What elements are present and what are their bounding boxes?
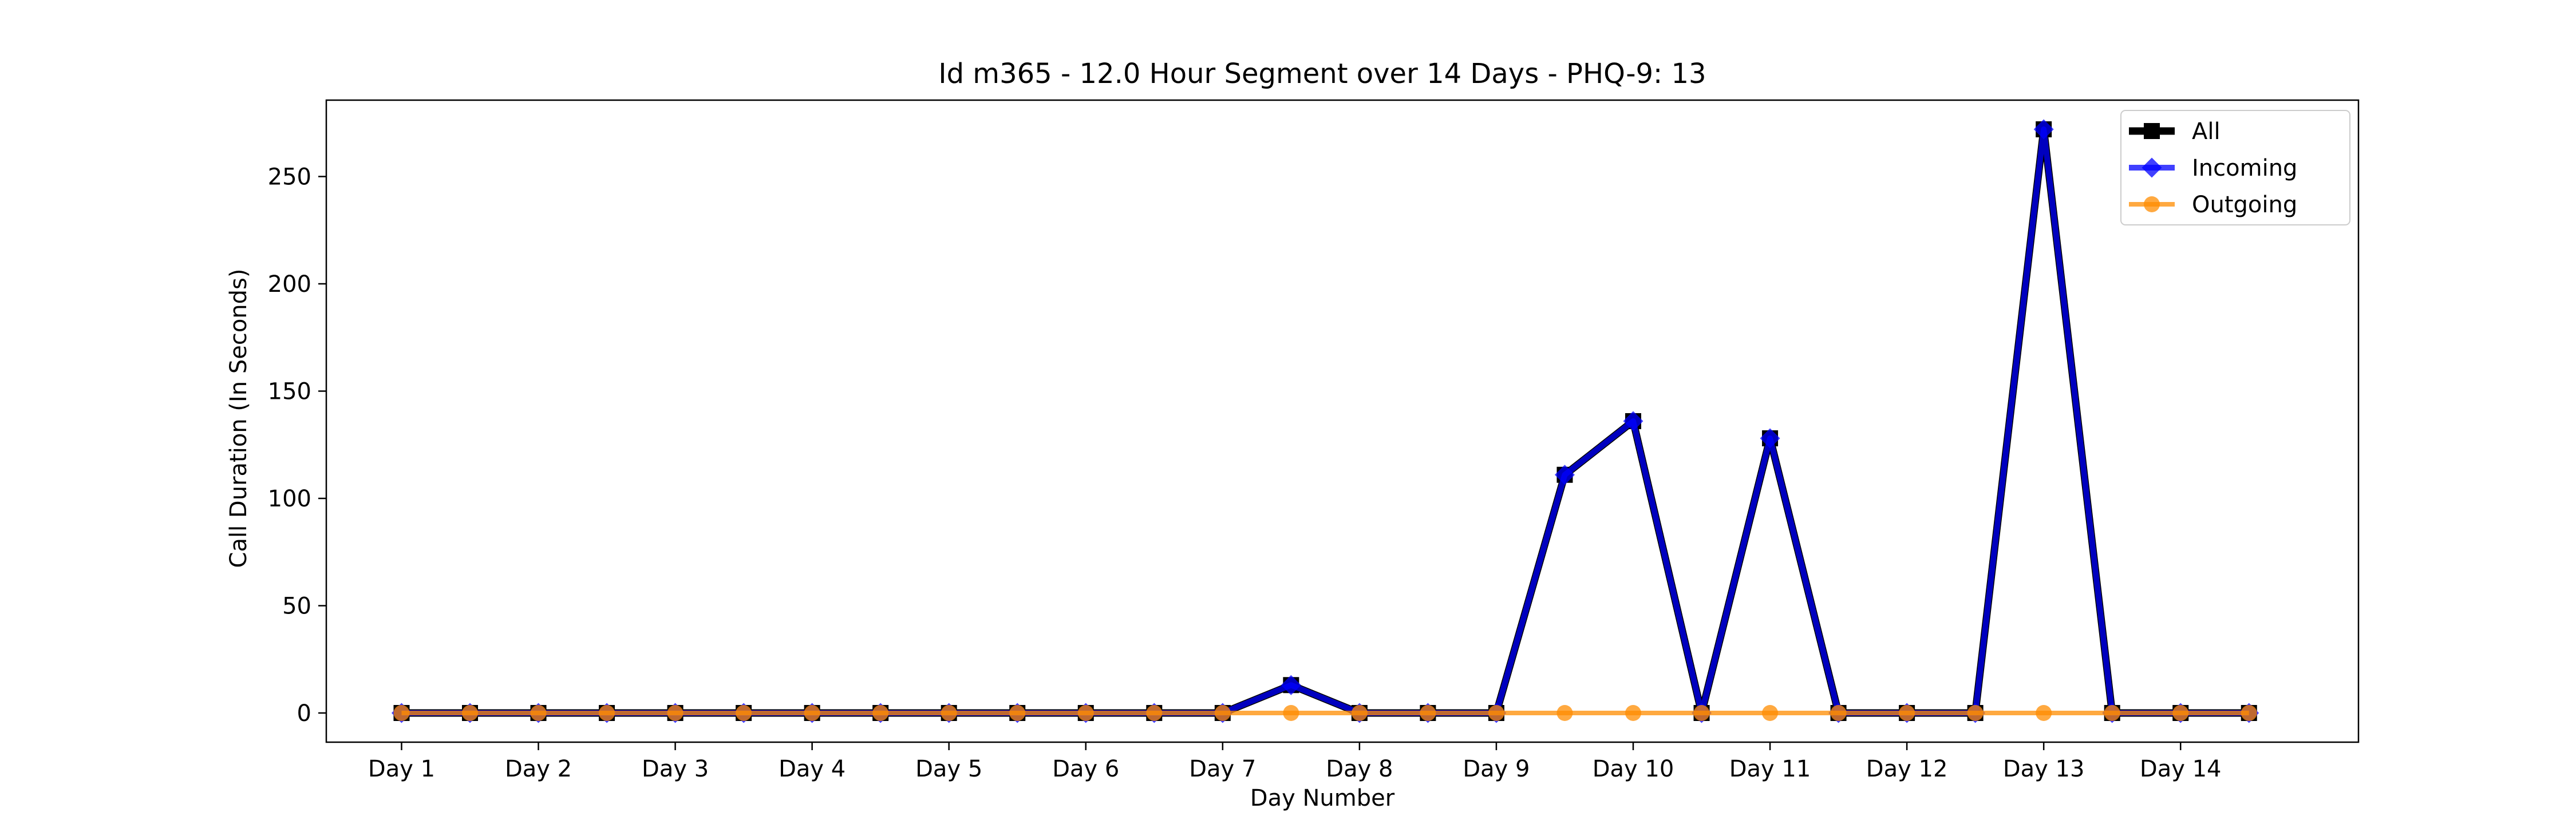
x-tick-label: Day 8 xyxy=(1326,756,1393,782)
legend-item: Incoming xyxy=(2129,155,2297,181)
data-point xyxy=(1351,705,1368,721)
x-tick-label: Day 12 xyxy=(1866,756,1948,782)
x-tick-label: Day 5 xyxy=(915,756,982,782)
data-point xyxy=(941,705,957,721)
data-point xyxy=(1693,705,1710,721)
plot-frame xyxy=(325,99,2360,743)
legend-box xyxy=(2120,110,2350,225)
data-point xyxy=(1420,705,1436,721)
legend-marker xyxy=(2144,196,2160,212)
x-tick-label: Day 6 xyxy=(1052,756,1119,782)
x-tick-label: Day 3 xyxy=(642,756,709,782)
data-point xyxy=(2033,119,2054,140)
legend-marker xyxy=(2144,123,2160,139)
data-point xyxy=(1899,705,1915,721)
data-point xyxy=(1623,411,1643,431)
series-line xyxy=(401,125,2249,717)
legend-label: Incoming xyxy=(2192,155,2297,181)
data-point xyxy=(1488,705,1504,721)
legend-label: All xyxy=(2192,118,2221,145)
x-tick-label: Day 9 xyxy=(1463,756,1530,782)
legend-item: All xyxy=(2129,118,2221,145)
data-point xyxy=(1281,675,1301,695)
x-tick-label: Day 2 xyxy=(505,756,572,782)
y-tick-label: 250 xyxy=(268,164,311,191)
data-point xyxy=(1830,705,1847,721)
legend-item: Outgoing xyxy=(2129,192,2297,218)
legend: All Incoming Outgoing xyxy=(2120,110,2350,225)
x-tick-label: Day 13 xyxy=(2003,756,2085,782)
data-point xyxy=(1760,428,1780,449)
x-axis-label: Day Number xyxy=(1250,785,1395,811)
chart-title: Id m365 - 12.0 Hour Segment over 14 Days… xyxy=(938,58,1706,90)
data-point xyxy=(1146,705,1163,721)
data-point xyxy=(2104,705,2120,721)
x-tick-label: Day 10 xyxy=(1593,756,1674,782)
data-point xyxy=(462,705,479,721)
data-point xyxy=(2172,705,2189,721)
data-point xyxy=(1009,705,1026,721)
x-tick-label: Day 4 xyxy=(779,756,846,782)
data-point xyxy=(736,705,752,721)
data-point xyxy=(1554,465,1575,485)
data-point xyxy=(530,705,547,721)
data-point xyxy=(1214,705,1231,721)
data-point xyxy=(1762,705,1779,721)
y-tick-label: 150 xyxy=(268,379,311,405)
y-tick-label: 0 xyxy=(297,700,311,727)
data-point xyxy=(599,705,615,721)
plot-area: 0 50 100 150 200 250 Day 1 Day 2 Day 3 Day 4 Day 5… xyxy=(268,99,2360,782)
data-point xyxy=(1556,705,1573,721)
data-point xyxy=(667,705,683,721)
legend-label: Outgoing xyxy=(2192,192,2297,218)
y-tick-label: 100 xyxy=(268,486,311,512)
data-point xyxy=(872,705,889,721)
series-outgoing xyxy=(393,705,2257,721)
series-incoming xyxy=(391,119,2259,723)
data-point xyxy=(1283,705,1299,721)
data-point xyxy=(1625,705,1641,721)
x-tick-label: Day 7 xyxy=(1189,756,1256,782)
x-tick-label: Day 11 xyxy=(1729,756,1811,782)
series-all xyxy=(393,121,2257,721)
x-tick-label: Day 14 xyxy=(2140,756,2222,782)
data-point xyxy=(1967,705,1984,721)
y-axis-label: Call Duration (In Seconds) xyxy=(226,269,252,568)
legend-marker xyxy=(2142,157,2162,178)
series-line xyxy=(401,126,2249,716)
data-point xyxy=(393,705,410,721)
data-point xyxy=(1077,705,1094,721)
data-point xyxy=(2036,705,2052,721)
data-point xyxy=(2241,705,2257,721)
x-tick-label: Day 1 xyxy=(368,756,435,782)
data-point xyxy=(804,705,820,721)
y-tick-label: 50 xyxy=(282,593,311,620)
y-tick-label: 200 xyxy=(268,271,311,298)
